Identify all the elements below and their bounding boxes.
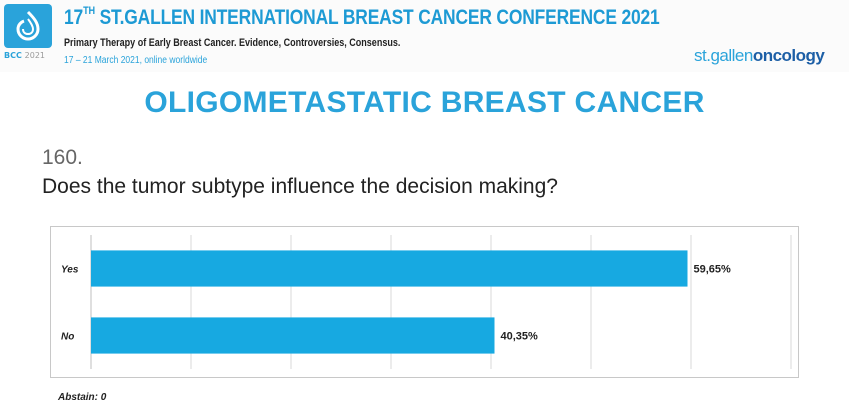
brand-prefix: st.gallen xyxy=(694,46,753,65)
conference-dates: 17 – 21 March 2021, online worldwide xyxy=(64,55,208,66)
question-text: Does the tumor subtype influence the dec… xyxy=(42,175,558,198)
data-label: 40,35% xyxy=(501,331,539,343)
bar-no xyxy=(91,317,495,354)
logo-caption: BCC 2021 xyxy=(4,51,56,60)
bcc-logo xyxy=(4,4,52,48)
brand-suffix: oncology xyxy=(752,46,825,65)
conference-name: ST.GALLEN INTERNATIONAL BREAST CANCER CO… xyxy=(99,6,660,29)
brand-logo: st.gallenoncology xyxy=(694,46,825,66)
question-number: 160. xyxy=(42,146,83,169)
conference-number: 17 xyxy=(64,6,84,29)
bar-chart: Yes 59,65% No 40,35% xyxy=(61,235,792,369)
data-label: 59,65% xyxy=(694,264,732,276)
conference-ordinal: TH xyxy=(83,5,95,17)
bar-yes xyxy=(91,250,688,287)
conference-header: BCC 2021 17TH ST.GALLEN INTERNATIONAL BR… xyxy=(0,0,849,72)
conference-title: 17TH ST.GALLEN INTERNATIONAL BREAST CANC… xyxy=(64,5,660,30)
abstain-count: Abstain: 0 xyxy=(58,392,107,403)
conference-subtitle: Primary Therapy of Early Breast Cancer. … xyxy=(64,37,401,49)
breast-cancer-ribbon-icon xyxy=(16,10,40,41)
logo-year: 2021 xyxy=(24,51,45,60)
category-label: No xyxy=(61,332,74,343)
category-label: Yes xyxy=(61,265,79,276)
slide-title: OLIGOMETASTATIC BREAST CANCER xyxy=(144,86,705,119)
logo-caption-text: BCC xyxy=(4,51,22,60)
chart-panel: Yes 59,65% No 40,35% xyxy=(50,226,799,378)
